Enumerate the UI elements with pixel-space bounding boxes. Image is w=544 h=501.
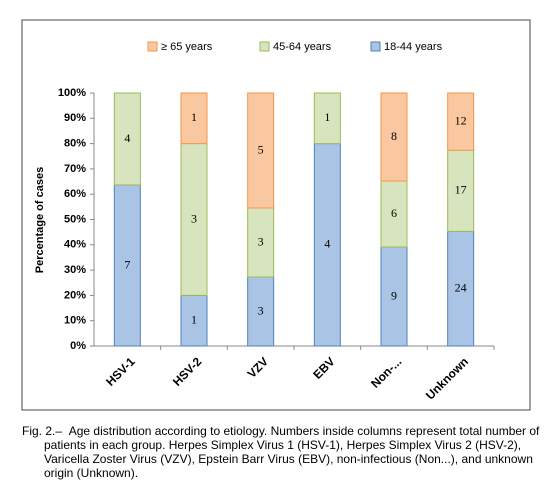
legend-label: 45-64 years: [273, 41, 332, 53]
chart-frame: [21, 19, 531, 411]
bar-segment: [380, 92, 408, 182]
data-label: 3: [258, 234, 264, 248]
data-label: 5: [258, 142, 264, 156]
bar-segment: [180, 92, 208, 145]
y-axis-title: Percentage of cases: [34, 167, 46, 273]
legend-swatch: [259, 41, 270, 52]
y-tick-label: 20%: [64, 289, 86, 301]
y-tick-label: 90%: [64, 112, 86, 124]
y-tick-label: 60%: [64, 188, 86, 200]
data-label: 4: [124, 131, 130, 145]
y-tick-label: 40%: [64, 239, 86, 251]
bar-segment: [380, 246, 408, 347]
bar-segment: [180, 294, 208, 347]
data-label: 3: [258, 303, 264, 317]
bar-segment: [313, 143, 341, 347]
bar-segment: [447, 92, 475, 151]
data-label: 17: [455, 183, 467, 197]
data-label: 4: [324, 237, 330, 251]
data-label: 24: [455, 280, 467, 294]
data-label: 1: [191, 110, 197, 124]
y-tick-label: 0%: [70, 340, 86, 352]
bar-segment: [113, 184, 141, 347]
legend-label: ≥ 65 years: [161, 41, 213, 53]
bar-segment: [380, 180, 408, 248]
data-label: 7: [124, 257, 130, 271]
bar-segment: [447, 230, 475, 347]
data-label: 8: [391, 129, 397, 143]
caption-label: Fig. 2.–: [22, 424, 63, 438]
data-label: 3: [191, 211, 197, 225]
bar-segment: [447, 149, 475, 232]
data-label: 6: [391, 206, 397, 220]
caption-text: Age distribution according to etiology. …: [44, 424, 540, 480]
caption: Fig. 2.– Age distribution according to e…: [22, 424, 544, 480]
bar-segment: [313, 92, 341, 145]
bar-segment: [180, 143, 208, 296]
y-tick-label: 10%: [64, 315, 86, 327]
legend-label: 18-44 years: [384, 41, 443, 53]
y-tick-label: 30%: [64, 264, 86, 276]
legend-swatch: [370, 41, 381, 52]
y-tick-label: 50%: [64, 213, 86, 225]
data-label: 12: [455, 113, 467, 127]
bar-segment: [247, 276, 275, 347]
bar-segment: [247, 92, 275, 209]
chart: Percentage of cases 0% 10% 20% 30% 40% 50% 60%…: [21, 19, 531, 411]
bar-segment: [113, 92, 141, 186]
data-label: 9: [391, 288, 397, 302]
data-label: 1: [191, 312, 197, 326]
y-tick-label: 100%: [58, 87, 86, 99]
bar-segment: [247, 207, 275, 278]
y-tick-label: 80%: [64, 138, 86, 150]
y-tick-label: 70%: [64, 163, 86, 175]
data-label: 1: [324, 110, 330, 124]
legend-swatch: [147, 41, 158, 52]
